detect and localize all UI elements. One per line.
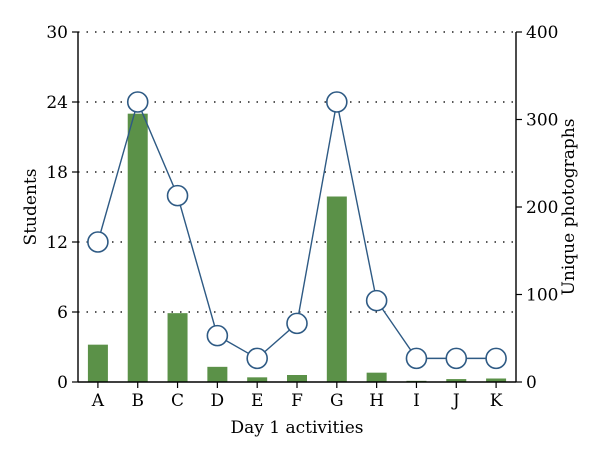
line-point <box>166 184 189 207</box>
bar-series <box>87 113 507 383</box>
bar <box>87 344 108 382</box>
x-tick-label: C <box>171 391 184 411</box>
line-series <box>87 91 507 370</box>
y-right-tick-label: 200 <box>526 198 558 218</box>
x-axis-label: Day 1 activities <box>230 418 363 438</box>
bar <box>486 378 507 382</box>
bar <box>287 375 307 382</box>
y-right-tick-label: 100 <box>526 286 558 306</box>
x-tick-label: J <box>451 391 460 411</box>
bar <box>207 366 228 382</box>
y-axis-right-label: Unique photographs <box>559 119 579 296</box>
y-left-tick-label: 18 <box>46 163 68 183</box>
bar <box>127 113 148 383</box>
x-tick-label: A <box>91 391 105 411</box>
bar <box>366 372 387 382</box>
line-point <box>87 231 109 253</box>
y-right-tick-label: 400 <box>526 23 558 43</box>
y-axis-left-label: Students <box>21 169 41 246</box>
y-left-tick-label: 0 <box>57 373 68 393</box>
bar <box>446 379 467 382</box>
bar <box>167 313 188 382</box>
x-tick-label: H <box>369 391 384 411</box>
line-point <box>445 347 468 370</box>
x-tick-label: F <box>291 391 303 411</box>
x-tick-label: D <box>211 391 225 411</box>
y-right-tick-label: 0 <box>526 373 537 393</box>
y-left-tick-label: 6 <box>57 303 68 323</box>
line-point <box>206 324 229 347</box>
x-tick-label: I <box>413 391 420 411</box>
line-point <box>326 91 348 113</box>
y-left-tick-label: 30 <box>46 23 68 43</box>
y-right-tick-label: 300 <box>526 111 558 131</box>
y-left-tick-label: 24 <box>46 93 68 113</box>
x-tick-label: B <box>131 391 144 411</box>
axes <box>72 31 522 388</box>
x-tick-label: E <box>251 391 263 411</box>
bar <box>247 377 268 382</box>
line-point <box>405 347 428 370</box>
line-point <box>485 347 507 370</box>
line-point <box>246 347 268 370</box>
x-tick-label: G <box>330 391 344 411</box>
line-point <box>126 91 149 113</box>
x-tick-label: K <box>490 391 503 411</box>
line-point <box>286 312 308 335</box>
y-left-tick-label: 12 <box>46 233 68 253</box>
bar <box>326 196 347 382</box>
line-point <box>365 289 388 312</box>
